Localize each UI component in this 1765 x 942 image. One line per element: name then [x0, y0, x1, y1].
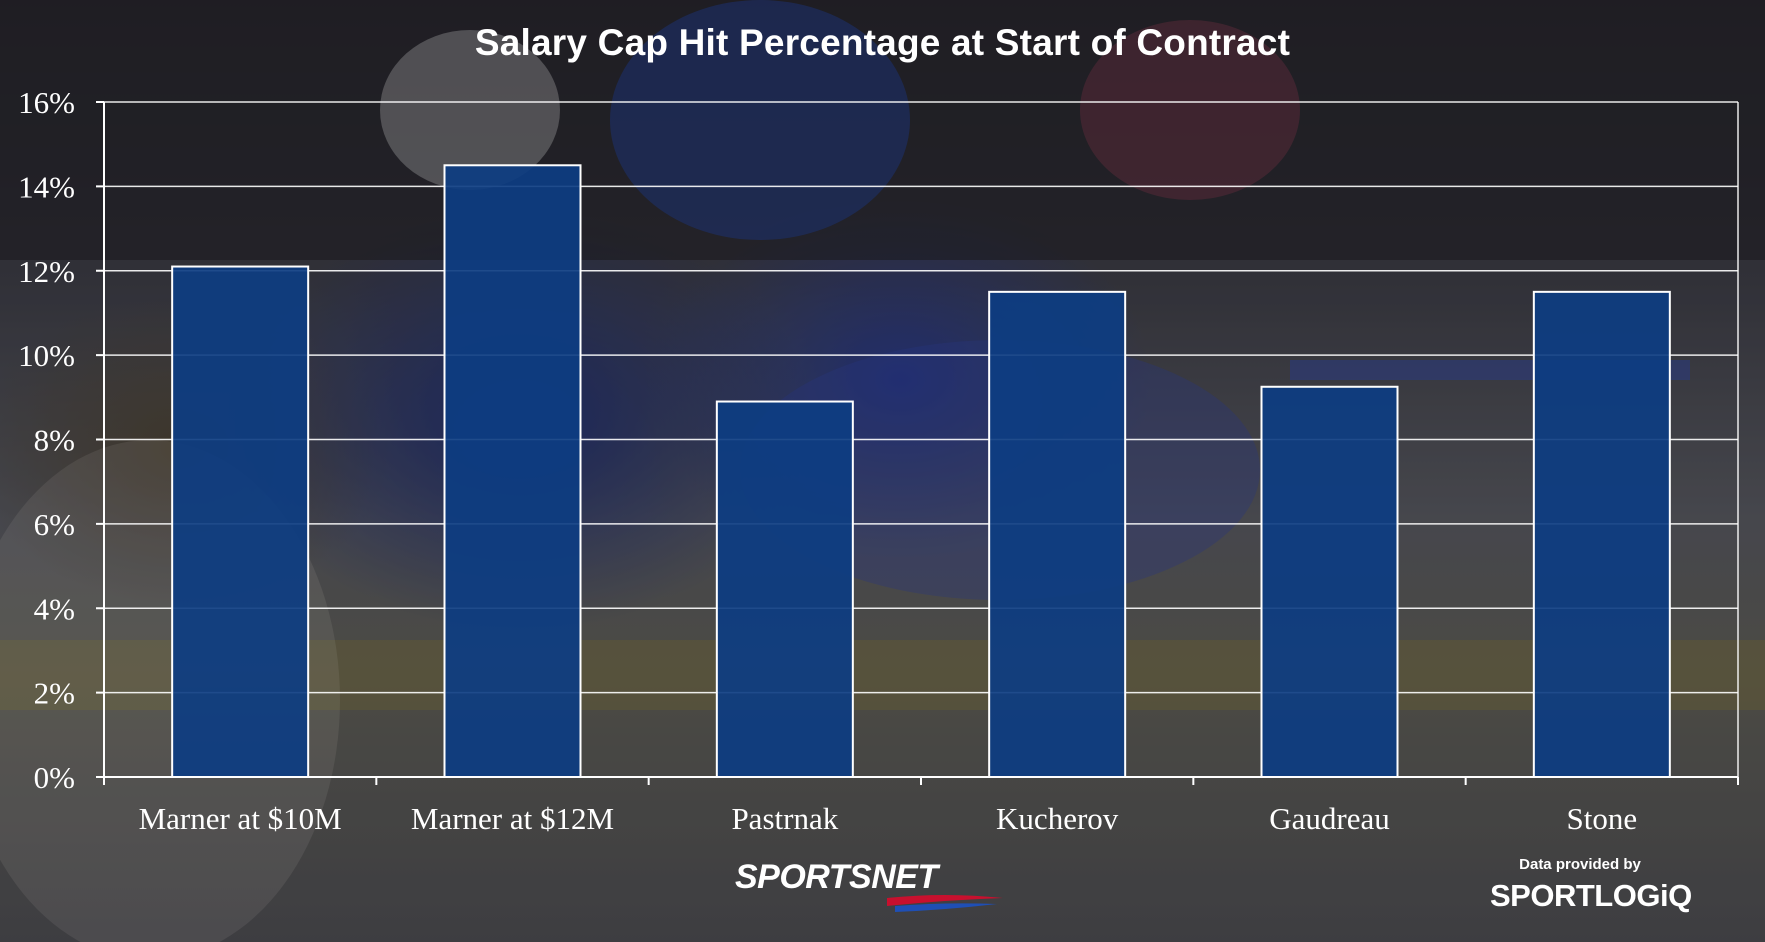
bar-1	[443, 164, 582, 778]
y-tick-label: 4%	[34, 591, 75, 626]
sportsnet-swoosh-icon	[887, 895, 1003, 912]
sportsnet-wordmark: SPORTSNET	[735, 858, 938, 896]
x-tick-label: Pastrnak	[731, 801, 838, 836]
y-tick-label: 10%	[18, 338, 75, 373]
y-tick-label: 0%	[34, 760, 75, 795]
bar-5	[1532, 290, 1671, 778]
bar-4	[1260, 385, 1399, 778]
gridlines	[104, 101, 1739, 777]
y-tick-label: 16%	[18, 85, 75, 120]
y-tick-label: 14%	[18, 169, 75, 204]
bar-3	[988, 290, 1127, 778]
x-tick-label: Stone	[1567, 801, 1638, 836]
bar-2	[715, 400, 854, 778]
y-tick-label: 8%	[34, 423, 75, 458]
sportsnet-logo: SPORTSNET	[735, 858, 1035, 912]
chart-title: Salary Cap Hit Percentage at Start of Co…	[474, 22, 1291, 63]
x-tick-label: Gaudreau	[1269, 801, 1390, 836]
bars	[171, 164, 1671, 778]
x-tick-label: Kucherov	[996, 801, 1119, 836]
x-tick-label: Marner at $12M	[411, 801, 614, 836]
y-tick-label: 12%	[18, 254, 75, 289]
axes	[96, 101, 1739, 785]
sportlogiq-logo: SPORTLOGiQ	[1490, 878, 1692, 913]
data-credit-label: Data provided by	[1519, 856, 1641, 873]
bar-0	[171, 265, 310, 778]
y-tick-labels: 0% 2% 4% 6% 8% 10% 12% 14% 16%	[18, 85, 75, 795]
y-tick-label: 2%	[34, 676, 75, 711]
x-tick-labels: Marner at $10M Marner at $12M Pastrnak Kuch…	[139, 801, 1638, 836]
y-tick-label: 6%	[34, 507, 75, 542]
x-tick-label: Marner at $10M	[139, 801, 342, 836]
